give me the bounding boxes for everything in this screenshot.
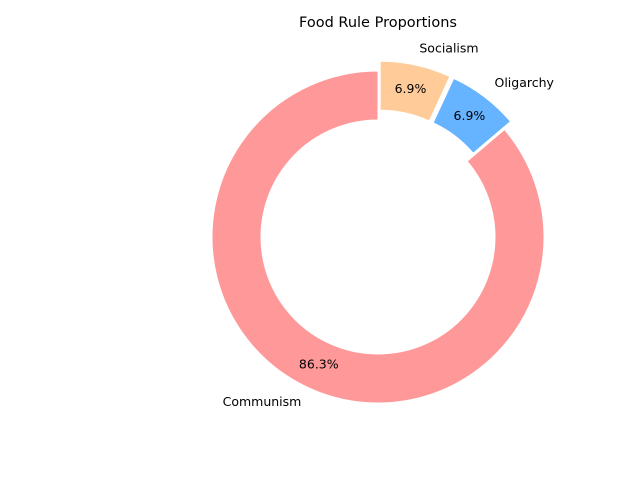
labels-group: Communism 86.3% Oligarchy 6.9% Socialism 6.9% — [223, 40, 555, 409]
pct-label-oligarchy: 6.9% — [454, 108, 486, 123]
slices-group — [211, 60, 545, 404]
slice-label-socialism: Socialism — [419, 40, 478, 55]
pct-label-communism: 86.3% — [299, 357, 339, 372]
slice-label-communism: Communism — [223, 394, 302, 409]
slice-socialism — [379, 60, 451, 122]
slice-label-oligarchy: Oligarchy — [495, 75, 555, 90]
slice-communism — [211, 70, 545, 404]
pct-label-socialism: 6.9% — [395, 81, 427, 96]
chart-title: Food Rule Proportions — [299, 15, 457, 31]
slice-oligarchy — [432, 77, 512, 154]
